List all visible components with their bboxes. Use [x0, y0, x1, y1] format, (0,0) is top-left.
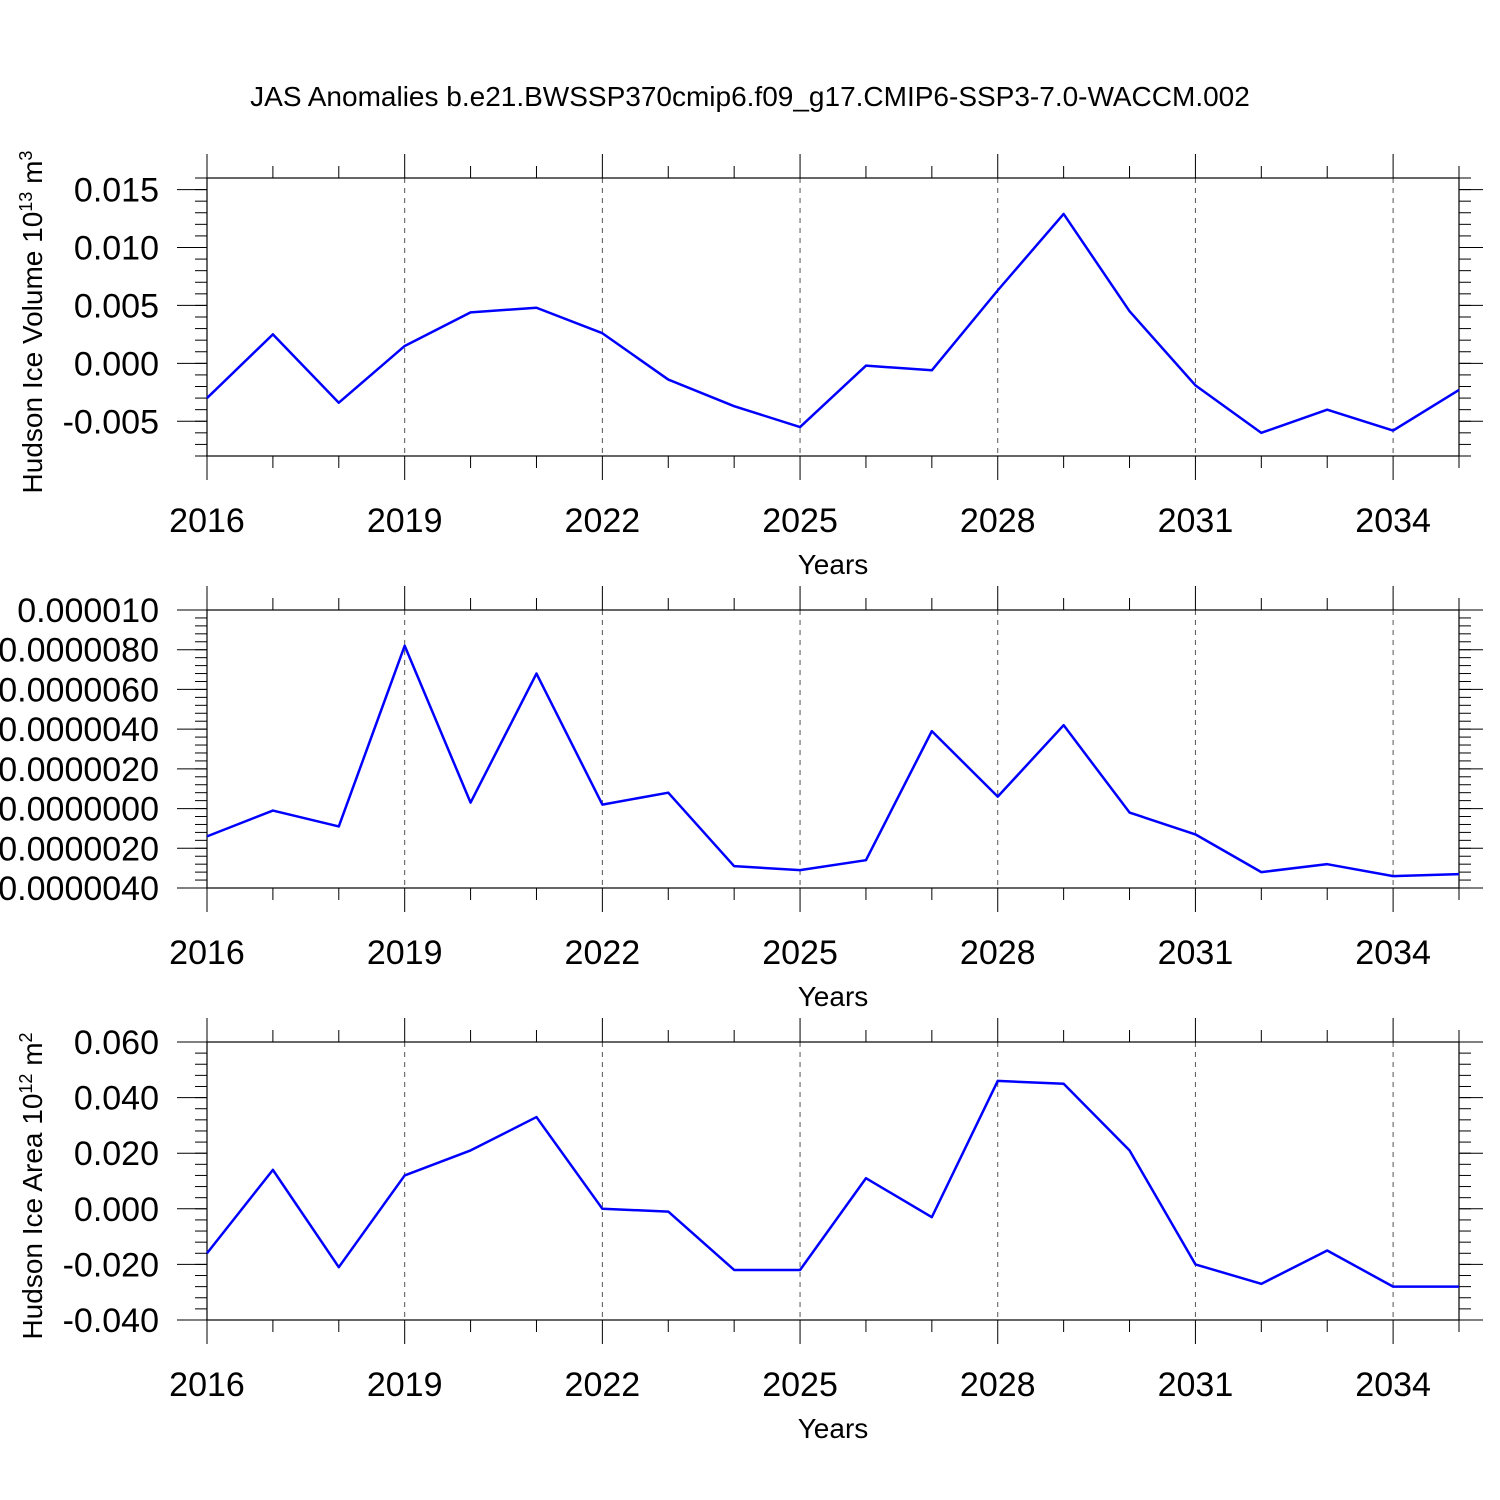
y-axis-title-text: Hudson Ice Volume 10	[17, 212, 48, 494]
x-tick-label: 2016	[169, 934, 245, 972]
x-tick-label: 2034	[1355, 1366, 1431, 1404]
y-tick-label: 0.000	[74, 1191, 159, 1229]
plot-frame	[206, 177, 1460, 457]
y-tick-label: -0.040	[63, 1302, 159, 1340]
y-tick-label: 0.040	[74, 1080, 159, 1118]
x-tick-label: 2028	[960, 1366, 1036, 1404]
y-tick-label: 0.000	[74, 345, 159, 383]
y-tick-label: 0.015	[74, 172, 159, 210]
series-line	[206, 1079, 1459, 1288]
plot-frame	[206, 1041, 1460, 1321]
y-tick-label: -0.0000040	[0, 870, 159, 908]
chart-title: JAS Anomalies b.e21.BWSSP370cmip6.f09_g1…	[250, 81, 1250, 112]
series-line	[206, 212, 1460, 435]
x-axis-title: Years	[798, 549, 869, 580]
y-axis-title-superscript: 13	[16, 192, 36, 212]
y-tick-label: 0.010	[74, 230, 159, 268]
y-axis-title-text: Hudson Ice Area 10	[17, 1094, 48, 1340]
x-tick-label: 2028	[960, 934, 1036, 972]
y-tick-label: -0.0000020	[0, 830, 159, 868]
panel-1: 2016 2019 2022 2025 2028 2031 2034 0.015 0.010 0.…	[16, 151, 1483, 580]
y-tick-label: 0.000010	[17, 592, 159, 630]
y-axis-title: Hudson Ice Volume 1013 m3	[16, 151, 48, 494]
x-tick-label: 2016	[169, 502, 245, 540]
y-axis-title-superscript: 12	[16, 1074, 36, 1094]
y-axis-title-superscript: 2	[16, 1032, 36, 1042]
x-tick-label: 2028	[960, 502, 1036, 540]
y-tick-label: 0.0000080	[0, 632, 159, 670]
x-tick-label: 2016	[169, 1366, 245, 1404]
x-tick-label: 2031	[1158, 1366, 1234, 1404]
y-tick-label: 0.0000040	[0, 711, 159, 749]
x-tick-label: 2022	[565, 502, 641, 540]
x-tick-label: 2031	[1158, 502, 1234, 540]
y-tick-label: 0.0000000	[0, 791, 159, 829]
x-tick-label: 2034	[1355, 502, 1431, 540]
y-axis-title-superscript: 3	[16, 151, 36, 161]
y-tick-label: 0.0000060	[0, 671, 159, 709]
x-axis-title: Years	[798, 1413, 869, 1444]
x-tick-label: 2034	[1355, 934, 1431, 972]
x-axis-title: Years	[798, 981, 869, 1012]
x-tick-label: 2019	[367, 1366, 443, 1404]
x-tick-label: 2019	[367, 934, 443, 972]
x-tick-label: 2022	[565, 934, 641, 972]
x-tick-label: 2031	[1158, 934, 1234, 972]
y-tick-label: 0.005	[74, 287, 159, 325]
x-tick-label: 2022	[565, 1366, 641, 1404]
x-tick-label: 2025	[762, 1366, 838, 1404]
y-tick-label: -0.020	[63, 1246, 159, 1284]
x-tick-label: 2019	[367, 502, 443, 540]
chart-panels: 2016 2019 2022 2025 2028 2031 2034 0.015 0.010 0.…	[0, 151, 1483, 1444]
y-tick-label: 0.0000020	[0, 751, 159, 789]
series-line	[206, 644, 1460, 878]
panel-2: 2016 2019 2022 2025 2028 2031 20340.0000100.00…	[0, 586, 1483, 1012]
x-tick-label: 2025	[762, 502, 838, 540]
y-axis-title-text: m	[17, 1042, 48, 1073]
y-tick-label: 0.020	[74, 1135, 159, 1173]
y-axis-title: Hudson Ice Area 1012 m2	[16, 1032, 48, 1339]
x-tick-label: 2025	[762, 934, 838, 972]
y-tick-label: 0.060	[74, 1024, 159, 1062]
y-axis-title-text: m	[17, 161, 48, 192]
y-tick-label: -0.005	[63, 403, 159, 441]
panel-3: 2016 2019 2022 2025 2028 2031 2034 0.060 0.040 0.…	[16, 1018, 1483, 1444]
plot-frame	[206, 609, 1460, 889]
